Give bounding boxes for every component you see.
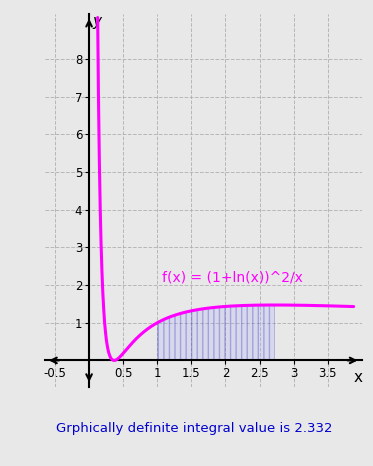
Text: f(x) = (1+ln(x))^2/x: f(x) = (1+ln(x))^2/x [162,271,303,285]
Text: Grphically definite integral value is 2.332: Grphically definite integral value is 2.… [56,422,332,435]
Text: y: y [93,14,102,29]
Text: x: x [354,370,363,385]
